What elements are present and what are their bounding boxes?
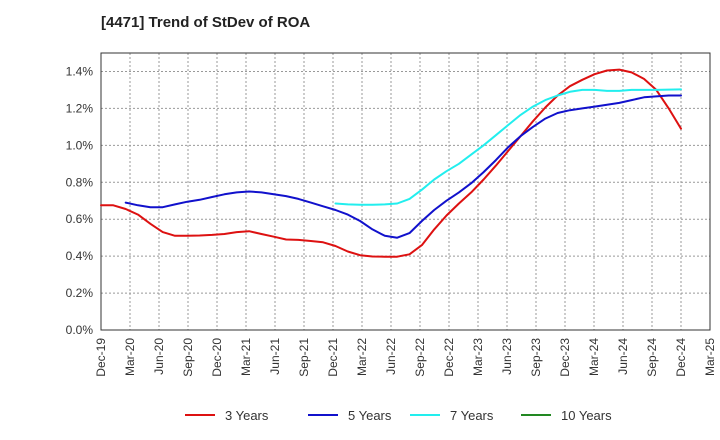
x-tick-label: Mar-25	[703, 338, 717, 376]
gridlines	[101, 53, 710, 330]
x-tick-label: Dec-23	[558, 338, 572, 377]
x-tick-label: Jun-20	[152, 338, 166, 375]
series-lines	[100, 68, 682, 258]
legend-label-7-years: 7 Years	[450, 408, 494, 423]
chart-title: [4471] Trend of StDev of ROA	[101, 14, 311, 31]
series-line-7-years	[334, 88, 682, 206]
plot-border	[100, 52, 711, 331]
x-tick-label: Sep-24	[645, 338, 659, 377]
y-tick-label: 1.4%	[66, 64, 94, 78]
x-tick-label: Dec-19	[94, 338, 108, 377]
x-tick-label: Dec-22	[442, 338, 456, 377]
legend-label-3-years: 3 Years	[225, 408, 269, 423]
series-line-5-years	[124, 94, 682, 239]
y-tick-label: 0.8%	[66, 175, 94, 189]
x-tick-label: Mar-21	[239, 338, 253, 376]
x-tick-label: Jun-22	[384, 338, 398, 375]
legend: 3 Years 5 Years 7 Years 10 Years	[185, 408, 612, 423]
x-tick-label: Mar-24	[587, 338, 601, 376]
x-tick-label: Mar-23	[471, 338, 485, 376]
x-tick-label: Jun-23	[500, 338, 514, 375]
series-line-3-years	[100, 68, 682, 258]
legend-label-5-years: 5 Years	[348, 408, 392, 423]
x-tick-label: Sep-23	[529, 338, 543, 377]
x-tick-label: Mar-20	[123, 338, 137, 376]
x-tick-label: Mar-22	[355, 338, 369, 376]
legend-label-10-years: 10 Years	[561, 408, 612, 423]
y-tick-label: 0.4%	[66, 249, 94, 263]
x-tick-label: Dec-21	[326, 338, 340, 377]
y-tick-label: 0.6%	[66, 212, 94, 226]
x-tick-label: Jun-24	[616, 338, 630, 375]
x-tick-label: Sep-20	[181, 338, 195, 377]
x-tick-label: Sep-21	[297, 338, 311, 377]
y-tick-label: 0.0%	[66, 323, 94, 337]
y-tick-label: 1.0%	[66, 138, 94, 152]
x-tick-label: Dec-20	[210, 338, 224, 377]
axes: 0.0% 0.2% 0.4% 0.6% 0.8% 1.0% 1.2% 1.4% Dec-19 Ma…	[66, 52, 717, 377]
x-tick-label: Jun-21	[268, 338, 282, 375]
y-tick-label: 1.2%	[66, 101, 94, 115]
x-tick-label: Dec-24	[674, 338, 688, 377]
y-tick-label: 0.2%	[66, 286, 94, 300]
x-tick-label: Sep-22	[413, 338, 427, 377]
plot-area	[101, 53, 710, 330]
